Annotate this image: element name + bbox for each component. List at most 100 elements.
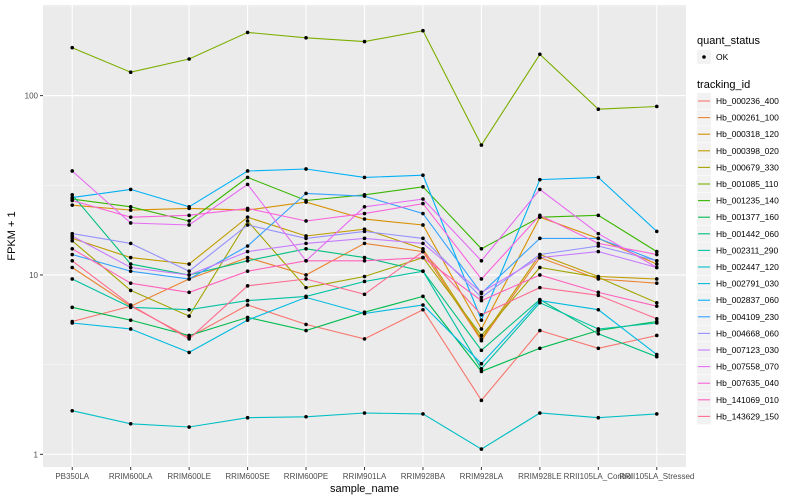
y-tick-label: 100 bbox=[25, 92, 39, 101]
data-point bbox=[421, 197, 425, 201]
data-point bbox=[654, 281, 659, 285]
x-tick-label: RRIM600SE bbox=[225, 472, 269, 481]
legend-label-ok: OK bbox=[716, 52, 729, 62]
legend-label-Hb_141069_010: Hb_141069_010 bbox=[716, 395, 779, 405]
data-point bbox=[187, 350, 191, 355]
data-point bbox=[70, 45, 75, 50]
data-point bbox=[245, 303, 250, 307]
data-point bbox=[362, 337, 367, 341]
data-point bbox=[245, 318, 250, 322]
legend-label-Hb_002837_060: Hb_002837_060 bbox=[716, 295, 779, 305]
data-point bbox=[187, 307, 191, 312]
data-point bbox=[479, 246, 484, 251]
legend-label-Hb_001377_160: Hb_001377_160 bbox=[716, 212, 779, 222]
data-point bbox=[304, 285, 308, 290]
data-point bbox=[479, 277, 484, 281]
data-point bbox=[245, 244, 250, 248]
data-point bbox=[304, 258, 308, 263]
x-tick-label: RRIM600LE bbox=[167, 472, 211, 481]
x-tick-label: RRIM600PE bbox=[284, 472, 328, 481]
data-point bbox=[421, 173, 425, 177]
data-point bbox=[70, 258, 75, 263]
data-point bbox=[128, 255, 133, 260]
data-point bbox=[245, 249, 250, 254]
data-point bbox=[654, 229, 659, 234]
data-point bbox=[479, 290, 484, 295]
data-point bbox=[538, 346, 542, 351]
data-point bbox=[654, 262, 659, 266]
data-point bbox=[654, 352, 659, 357]
legend-label-Hb_002447_120: Hb_002447_120 bbox=[716, 262, 779, 272]
data-point bbox=[596, 107, 601, 111]
data-point bbox=[538, 265, 542, 270]
legend-label-Hb_002311_290: Hb_002311_290 bbox=[716, 245, 779, 255]
data-point bbox=[538, 213, 542, 218]
data-point bbox=[128, 327, 133, 331]
data-point bbox=[304, 328, 308, 333]
data-point bbox=[304, 167, 308, 171]
legend-label-Hb_143629_150: Hb_143629_150 bbox=[716, 411, 779, 421]
data-point bbox=[187, 425, 191, 429]
data-point bbox=[421, 241, 425, 246]
data-point bbox=[538, 52, 542, 57]
legend-label-Hb_007558_070: Hb_007558_070 bbox=[716, 362, 779, 372]
data-point bbox=[245, 315, 250, 320]
data-point bbox=[70, 192, 75, 197]
data-point bbox=[421, 201, 425, 206]
data-point bbox=[187, 290, 191, 295]
data-point bbox=[304, 36, 308, 40]
data-point bbox=[245, 223, 250, 227]
data-point bbox=[479, 369, 484, 374]
data-point bbox=[421, 185, 425, 189]
x-tick-label: RRIM928LA bbox=[460, 472, 504, 481]
data-point bbox=[479, 447, 484, 451]
legend-label-Hb_000679_330: Hb_000679_330 bbox=[716, 162, 779, 172]
data-point bbox=[245, 284, 250, 288]
data-point bbox=[128, 262, 133, 266]
data-point bbox=[128, 422, 133, 426]
data-point bbox=[421, 211, 425, 216]
data-point bbox=[479, 258, 484, 263]
data-point bbox=[479, 143, 484, 147]
data-point bbox=[362, 258, 367, 263]
data-point bbox=[421, 236, 425, 241]
legend-label-Hb_001085_110: Hb_001085_110 bbox=[716, 179, 779, 189]
data-point bbox=[479, 333, 484, 338]
data-point bbox=[421, 246, 425, 251]
x-tick-label: RRIM600LA bbox=[109, 472, 153, 481]
data-point bbox=[654, 316, 659, 321]
data-point bbox=[304, 414, 308, 419]
legend-label-Hb_000318_120: Hb_000318_120 bbox=[716, 129, 779, 139]
data-point bbox=[596, 244, 601, 248]
data-point bbox=[128, 269, 133, 273]
data-point bbox=[245, 30, 250, 35]
data-point bbox=[304, 246, 308, 251]
legend-label-Hb_000398_020: Hb_000398_020 bbox=[716, 146, 779, 156]
x-axis: PB350LA RRIM600LA RRIM600LE RRIM600SE RRIM60… bbox=[55, 467, 694, 481]
legend-label-Hb_007123_030: Hb_007123_030 bbox=[716, 345, 779, 355]
legend-label-Hb_002791_030: Hb_002791_030 bbox=[716, 279, 779, 289]
data-point bbox=[245, 206, 250, 211]
data-point bbox=[596, 175, 601, 180]
data-point bbox=[187, 333, 191, 338]
legend-label-Hb_001442_060: Hb_001442_060 bbox=[716, 229, 779, 239]
data-point bbox=[479, 398, 484, 403]
data-point bbox=[654, 412, 659, 416]
data-point bbox=[187, 277, 191, 281]
data-point bbox=[538, 255, 542, 260]
data-point bbox=[128, 303, 133, 307]
legend-label-Hb_004109_230: Hb_004109_230 bbox=[716, 312, 779, 322]
data-point bbox=[421, 28, 425, 33]
data-point bbox=[70, 252, 75, 257]
legend-ok-point bbox=[702, 55, 706, 59]
data-point bbox=[538, 298, 542, 303]
data-point bbox=[187, 223, 191, 227]
series-points bbox=[70, 28, 659, 451]
data-point bbox=[245, 215, 250, 219]
y-axis: 1 10 100 bbox=[25, 92, 43, 459]
x-tick-label: RRIM901LA bbox=[343, 472, 387, 481]
data-point bbox=[362, 236, 367, 241]
data-point bbox=[479, 327, 484, 331]
x-axis-title: sample_name bbox=[330, 483, 399, 495]
